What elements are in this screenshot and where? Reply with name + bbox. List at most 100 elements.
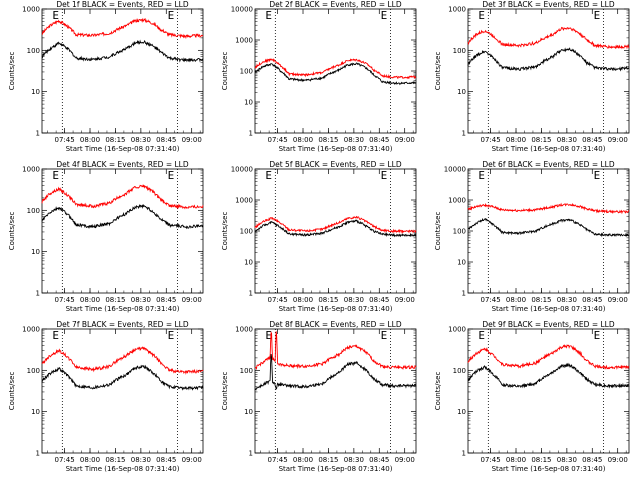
y-axis-label: Counts/sec — [221, 212, 229, 251]
y-tick-label: 10 — [457, 88, 466, 96]
x-tick-label: 09:00 — [395, 136, 415, 144]
x-tick-label: 08:45 — [582, 136, 602, 144]
x-tick-label: 07:45 — [480, 456, 500, 464]
chart-panel: Det 4f BLACK = Events, RED = LLD 1 10 100 10… — [0, 160, 213, 320]
chart-title: Det 5f BLACK = Events, RED = LLD — [269, 160, 402, 169]
x-tick-label: 08:15 — [105, 296, 125, 304]
chart-svg: Det 9f BLACK = Events, RED = LLD 1 10 100 10… — [434, 320, 630, 473]
x-tick-label: 08:45 — [369, 456, 389, 464]
event-marker-label: E — [478, 169, 485, 182]
y-tick-label: 100 — [453, 367, 466, 375]
x-tick-label: 08:30 — [131, 456, 151, 464]
y-tick-label: 10 — [457, 408, 466, 416]
x-tick-label: 08:45 — [369, 136, 389, 144]
y-tick-label: 1 — [462, 290, 466, 298]
y-axis-label: Counts/sec — [434, 52, 442, 91]
x-tick-label: 08:45 — [369, 296, 389, 304]
y-tick-label: 1 — [249, 290, 253, 298]
y-tick-label: 10 — [244, 259, 253, 267]
chart-svg: Det 2f BLACK = Events, RED = LLD 1 10 100 10… — [221, 0, 417, 153]
y-tick-label: 100 — [240, 68, 253, 76]
event-marker-label: E — [381, 9, 388, 22]
chart-title: Det 1f BLACK = Events, RED = LLD — [56, 0, 189, 9]
events-series-line — [41, 39, 204, 63]
x-tick-label: 08:00 — [80, 456, 100, 464]
x-tick-label: 07:45 — [267, 136, 287, 144]
events-series-line — [467, 217, 630, 238]
x-tick-label: 07:45 — [54, 136, 74, 144]
chart-svg: Det 4f BLACK = Events, RED = LLD 1 10 100 10… — [8, 160, 204, 313]
chart-panel: Det 3f BLACK = Events, RED = LLD 1 10 100 10… — [426, 0, 639, 160]
x-tick-label: 08:30 — [344, 456, 364, 464]
x-axis-label: Start Time (16-Sep-08 07:31:40) — [66, 305, 180, 313]
event-marker-label: E — [594, 329, 601, 342]
x-tick-label: 08:30 — [344, 296, 364, 304]
y-tick-label: 1 — [249, 130, 253, 138]
x-tick-label: 07:45 — [54, 296, 74, 304]
event-marker-label: E — [478, 329, 485, 342]
x-tick-label: 07:45 — [480, 296, 500, 304]
event-marker-label: E — [52, 169, 59, 182]
x-tick-label: 08:00 — [506, 136, 526, 144]
x-tick-label: 08:30 — [557, 136, 577, 144]
x-tick-label: 08:00 — [80, 296, 100, 304]
y-tick-label: 100 — [453, 228, 466, 236]
y-axis-label: Counts/sec — [434, 212, 442, 251]
x-tick-label: 08:15 — [531, 456, 551, 464]
x-tick-label: 08:30 — [344, 136, 364, 144]
y-axis-label: Counts/sec — [221, 372, 229, 411]
y-tick-label: 1 — [36, 450, 40, 458]
x-tick-label: 08:30 — [557, 456, 577, 464]
y-tick-label: 1 — [462, 450, 466, 458]
x-tick-label: 08:00 — [293, 456, 313, 464]
x-tick-label: 07:45 — [54, 456, 74, 464]
event-marker-label: E — [381, 329, 388, 342]
event-marker-label: E — [52, 329, 59, 342]
y-tick-label: 1000 — [235, 326, 253, 334]
x-axis-label: Start Time (16-Sep-08 07:31:40) — [279, 465, 393, 473]
y-tick-label: 10 — [457, 259, 466, 267]
chart-panel: Det 9f BLACK = Events, RED = LLD 1 10 100 10… — [426, 320, 639, 480]
y-tick-label: 1 — [36, 290, 40, 298]
plot-frame — [41, 168, 204, 294]
events-series-line — [467, 47, 630, 72]
x-axis-label: Start Time (16-Sep-08 07:31:40) — [492, 465, 606, 473]
y-tick-label: 1000 — [448, 6, 466, 14]
y-tick-label: 1000 — [448, 197, 466, 205]
x-axis-label: Start Time (16-Sep-08 07:31:40) — [279, 145, 393, 153]
event-marker-label: E — [52, 9, 59, 22]
chart-svg: Det 1f BLACK = Events, RED = LLD 1 10 100 10… — [8, 0, 204, 153]
chart-svg: Det 5f BLACK = Events, RED = LLD 1 10 100 10… — [221, 160, 417, 313]
x-tick-label: 07:45 — [480, 136, 500, 144]
y-tick-label: 100 — [27, 367, 40, 375]
y-tick-label: 10000 — [444, 166, 466, 174]
x-tick-label: 08:00 — [293, 136, 313, 144]
x-tick-label: 09:00 — [608, 136, 628, 144]
chart-svg: Det 8f BLACK = Events, RED = LLD 1 10 100 10… — [221, 320, 417, 473]
y-tick-label: 100 — [240, 367, 253, 375]
x-tick-label: 08:30 — [557, 296, 577, 304]
chart-panel: Det 1f BLACK = Events, RED = LLD 1 10 100 10… — [0, 0, 213, 160]
plot-frame — [467, 168, 630, 294]
lld-series-line — [254, 331, 417, 371]
x-tick-label: 09:00 — [182, 136, 202, 144]
y-tick-label: 10000 — [231, 166, 253, 174]
chart-panel: Det 8f BLACK = Events, RED = LLD 1 10 100 10… — [213, 320, 426, 480]
chart-title: Det 2f BLACK = Events, RED = LLD — [269, 0, 402, 9]
x-tick-label: 08:15 — [531, 136, 551, 144]
x-tick-label: 08:00 — [506, 296, 526, 304]
x-axis-label: Start Time (16-Sep-08 07:31:40) — [279, 305, 393, 313]
x-tick-label: 07:45 — [267, 456, 287, 464]
y-tick-label: 1000 — [448, 326, 466, 334]
y-axis-label: Counts/sec — [434, 372, 442, 411]
events-series-line — [41, 364, 204, 391]
x-tick-label: 08:45 — [582, 296, 602, 304]
events-series-line — [254, 219, 417, 238]
x-tick-label: 08:15 — [318, 296, 338, 304]
x-axis-label: Start Time (16-Sep-08 07:31:40) — [492, 305, 606, 313]
y-axis-label: Counts/sec — [8, 52, 16, 91]
event-marker-label: E — [168, 329, 175, 342]
lld-series-line — [254, 58, 417, 80]
y-tick-label: 1000 — [22, 6, 40, 14]
event-marker-label: E — [381, 169, 388, 182]
